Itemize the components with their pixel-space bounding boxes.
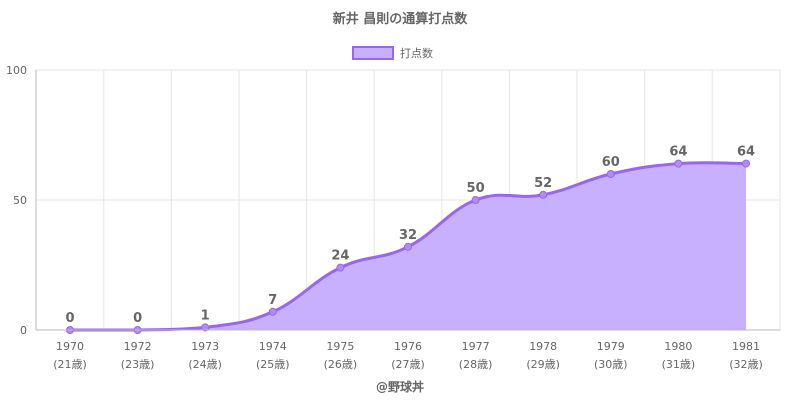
data-label: 24: [331, 249, 349, 264]
data-label: 64: [737, 145, 755, 160]
x-tick-label: 1970: [56, 340, 84, 353]
y-tick-label: 0: [20, 324, 27, 337]
data-label: 60: [602, 155, 620, 170]
x-tick-sublabel: (24歳): [188, 358, 222, 371]
area-fill: [70, 162, 746, 330]
data-label: 64: [669, 145, 687, 160]
data-label: 50: [467, 181, 485, 196]
x-tick-label: 1972: [124, 340, 152, 353]
x-tick-label: 1975: [326, 340, 354, 353]
data-label: 7: [268, 293, 277, 308]
legend-label: 打点数: [400, 46, 433, 60]
x-tick-sublabel: (30歳): [594, 358, 628, 371]
data-point: [336, 263, 345, 272]
x-tick-sublabel: (23歳): [121, 358, 155, 371]
x-tick-sublabel: (32歳): [729, 358, 763, 371]
data-label: 1: [201, 308, 210, 323]
x-tick-sublabel: (21歳): [53, 358, 87, 371]
data-point: [742, 159, 750, 168]
x-tick-label: 1974: [259, 340, 287, 353]
chart-title: 新井 昌則の通算打点数: [333, 11, 469, 27]
data-label: 0: [65, 311, 74, 326]
x-tick-label: 1973: [191, 340, 219, 353]
data-point: [674, 159, 683, 168]
legend: 打点数: [352, 46, 433, 60]
legend-swatch: [352, 46, 394, 60]
y-tick-label: 50: [13, 194, 27, 207]
data-point: [268, 307, 277, 316]
x-tick-label: 1978: [529, 340, 557, 353]
data-label: 52: [534, 176, 552, 191]
x-tick-label: 1977: [462, 340, 490, 353]
x-axis: 1970 (21歳) 1972 (23歳) 1973 (24歳) 1974 (25歳) 1975…: [36, 329, 780, 371]
x-tick-sublabel: (31歳): [662, 358, 696, 371]
x-tick-sublabel: (26歳): [324, 358, 358, 371]
data-point: [404, 242, 412, 251]
footer-credit: @野球丼: [376, 379, 424, 394]
x-tick-label: 1976: [394, 340, 422, 353]
data-points: [66, 159, 750, 334]
data-point: [539, 190, 548, 199]
y-axis: 0 50 100: [6, 64, 37, 337]
x-tick-sublabel: (29歳): [526, 358, 560, 371]
y-tick-label: 100: [6, 64, 27, 77]
data-point: [471, 196, 480, 204]
data-point: [606, 170, 615, 178]
data-point: [201, 323, 210, 332]
x-tick-label: 1980: [664, 340, 692, 353]
x-tick-sublabel: (28歳): [459, 358, 493, 371]
data-label: 0: [133, 311, 142, 326]
x-tick-sublabel: (25歳): [256, 358, 290, 371]
data-labels: 0 0 1 7 24 32 50 52 60 64 64: [65, 145, 755, 326]
x-tick-sublabel: (27歳): [391, 358, 425, 371]
x-tick-label: 1979: [597, 340, 625, 353]
x-tick-label: 1981: [732, 340, 760, 353]
data-label: 32: [399, 228, 417, 243]
